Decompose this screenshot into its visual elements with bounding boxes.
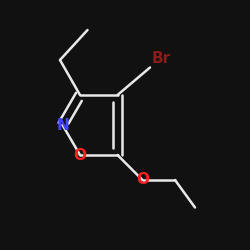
Text: Br: Br: [151, 51, 171, 66]
Text: O: O: [74, 148, 86, 162]
Text: N: N: [56, 118, 69, 132]
Text: O: O: [136, 172, 149, 188]
